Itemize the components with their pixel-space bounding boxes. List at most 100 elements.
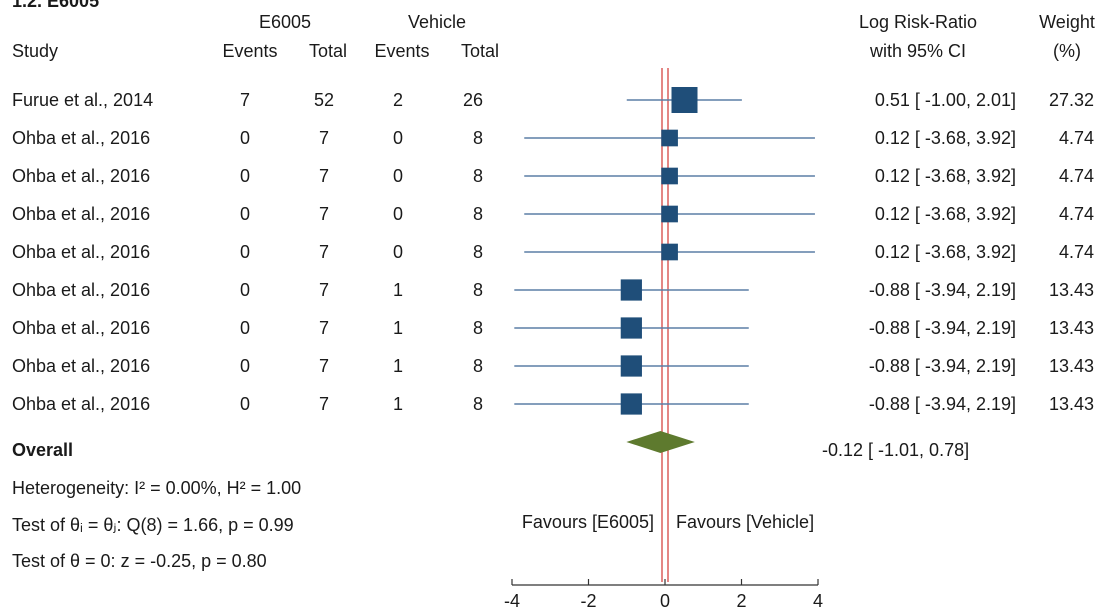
weight-text: 4.74: [1059, 128, 1094, 148]
header-study: Study: [12, 41, 59, 61]
study-marker: [620, 317, 642, 339]
weight-text: 27.32: [1049, 90, 1094, 110]
study-marker: [620, 393, 642, 415]
events-treatment: 0: [240, 166, 250, 186]
study-name: Ohba et al., 2016: [12, 166, 150, 186]
header-effect-line2: with 95% CI: [869, 41, 967, 61]
total-control: 26: [463, 90, 483, 110]
effect-ci-text: -0.88 [ -3.94, 2.19]: [869, 394, 1016, 414]
effect-ci-text: -0.88 [ -3.94, 2.19]: [869, 356, 1016, 376]
study-marker: [661, 129, 678, 147]
effect-ci-text: 0.51 [ -1.00, 2.01]: [875, 90, 1016, 110]
total-treatment: 7: [319, 204, 329, 224]
events-control: 1: [393, 356, 403, 376]
events-control: 1: [393, 318, 403, 338]
x-tick-label: -4: [504, 591, 520, 611]
total-treatment: 7: [319, 280, 329, 300]
study-row: Ohba et al., 2016 0 7 1 8 -0.88 [ -3.94, 2.19…: [12, 393, 1094, 415]
x-tick-label: 4: [813, 591, 823, 611]
study-row: Ohba et al., 2016 0 7 0 8 0.12 [ -3.68, 3.92]…: [12, 204, 1094, 224]
weight-text: 13.43: [1049, 394, 1094, 414]
study-row: Ohba et al., 2016 0 7 1 8 -0.88 [ -3.94, 2.19…: [12, 317, 1094, 339]
events-treatment: 0: [240, 318, 250, 338]
events-treatment: 0: [240, 356, 250, 376]
events-treatment: 0: [240, 280, 250, 300]
effect-ci-text: 0.12 [ -3.68, 3.92]: [875, 204, 1016, 224]
study-row: Ohba et al., 2016 0 7 1 8 -0.88 [ -3.94, 2.19…: [12, 279, 1094, 301]
header-weight-line1: Weight: [1039, 12, 1095, 32]
homogeneity-test: Test of θᵢ = θⱼ: Q(8) = 1.66, p = 0.99: [12, 515, 294, 535]
study-name: Ohba et al., 2016: [12, 280, 150, 300]
x-tick-label: 0: [660, 591, 670, 611]
study-marker: [661, 243, 678, 261]
effect-ci-text: -0.88 [ -3.94, 2.19]: [869, 280, 1016, 300]
events-control: 1: [393, 280, 403, 300]
weight-text: 13.43: [1049, 318, 1094, 338]
x-tick-label: 2: [736, 591, 746, 611]
events-control: 1: [393, 394, 403, 414]
total-control: 8: [473, 356, 483, 376]
x-axis: -4 -2 0 2 4: [504, 579, 823, 611]
header-weight-line2: (%): [1053, 41, 1081, 61]
effect-ci-text: 0.12 [ -3.68, 3.92]: [875, 128, 1016, 148]
overall-label: Overall: [12, 440, 74, 460]
total-control: 8: [473, 242, 483, 262]
overall-diamond: [626, 431, 695, 453]
study-name: Ohba et al., 2016: [12, 204, 150, 224]
events-control: 0: [393, 204, 403, 224]
study-marker: [671, 87, 698, 113]
total-control: 8: [473, 280, 483, 300]
header-effect-line1: Log Risk-Ratio: [858, 12, 978, 32]
events-treatment: 7: [240, 90, 250, 110]
total-treatment: 7: [319, 128, 329, 148]
null-line: [661, 68, 669, 582]
study-marker: [661, 205, 678, 223]
favours-right-label: Favours [Vehicle]: [676, 512, 815, 532]
section-title: 1.2. E6005: [12, 0, 100, 11]
total-control: 8: [473, 166, 483, 186]
study-row: Furue et al., 2014 7 52 2 26 0.51 [ -1.00, 2.…: [12, 87, 1094, 113]
events-control: 0: [393, 128, 403, 148]
study-marker: [620, 355, 642, 377]
events-control: 0: [393, 166, 403, 186]
header-events-treatment: Events: [222, 41, 278, 61]
effect-ci-text: -0.88 [ -3.94, 2.19]: [869, 318, 1016, 338]
header-total-treatment: Total: [308, 41, 348, 61]
total-treatment: 7: [319, 356, 329, 376]
overall-effect-test: Test of θ = 0: z = -0.25, p = 0.80: [12, 551, 267, 571]
total-treatment: 52: [314, 90, 334, 110]
weight-text: 13.43: [1049, 356, 1094, 376]
study-row: Ohba et al., 2016 0 7 0 8 0.12 [ -3.68, 3.92]…: [12, 128, 1094, 148]
weight-text: 4.74: [1059, 242, 1094, 262]
header-group-treatment: E6005: [258, 12, 312, 32]
total-treatment: 7: [319, 166, 329, 186]
study-row: Ohba et al., 2016 0 7 0 8 0.12 [ -3.68, 3.92]…: [12, 166, 1094, 186]
total-control: 8: [473, 128, 483, 148]
header-total-control: Total: [460, 41, 500, 61]
total-treatment: 7: [319, 394, 329, 414]
events-control: 0: [393, 242, 403, 262]
study-name: Ohba et al., 2016: [12, 128, 150, 148]
heterogeneity-stat: Heterogeneity: I² = 0.00%, H² = 1.00: [12, 478, 302, 498]
total-treatment: 7: [319, 318, 329, 338]
effect-ci-text: 0.12 [ -3.68, 3.92]: [875, 242, 1016, 262]
study-marker: [620, 279, 642, 301]
weight-text: 13.43: [1049, 280, 1094, 300]
header-events-control: Events: [374, 41, 430, 61]
events-control: 2: [393, 90, 403, 110]
events-treatment: 0: [240, 394, 250, 414]
total-treatment: 7: [319, 242, 329, 262]
events-treatment: 0: [240, 204, 250, 224]
header-group-control: Vehicle: [407, 12, 467, 32]
study-name: Furue et al., 2014: [12, 90, 153, 110]
study-marker: [661, 167, 678, 185]
x-tick-label: -2: [580, 591, 596, 611]
total-control: 8: [473, 204, 483, 224]
total-control: 8: [473, 318, 483, 338]
favours-left-label: Favours [E6005]: [521, 512, 654, 532]
total-control: 8: [473, 394, 483, 414]
study-name: Ohba et al., 2016: [12, 356, 150, 376]
study-row: Ohba et al., 2016 0 7 1 8 -0.88 [ -3.94, 2.19…: [12, 355, 1094, 377]
